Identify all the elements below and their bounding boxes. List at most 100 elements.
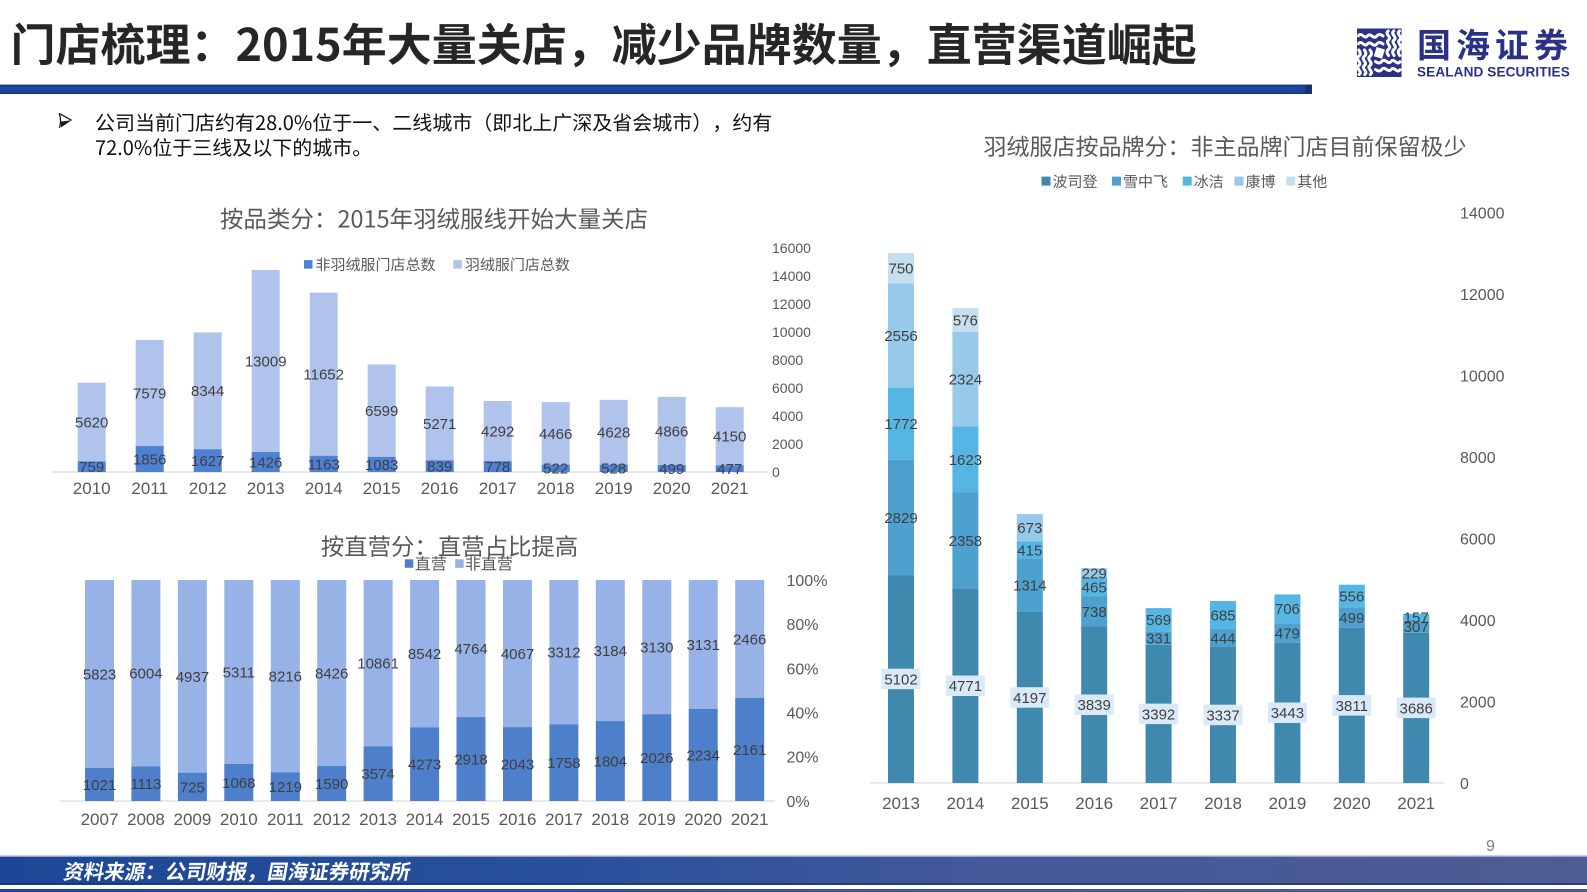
svg-text:4292: 4292: [481, 424, 514, 441]
svg-text:3811: 3811: [1336, 698, 1368, 715]
svg-text:4764: 4764: [454, 641, 487, 658]
svg-text:4000: 4000: [772, 408, 803, 424]
svg-text:2013: 2013: [882, 794, 920, 813]
svg-text:2010: 2010: [220, 810, 258, 829]
svg-text:13009: 13009: [245, 353, 287, 370]
svg-text:1314: 1314: [1013, 578, 1046, 595]
svg-text:2010: 2010: [73, 479, 111, 498]
svg-text:10000: 10000: [1460, 368, 1505, 385]
svg-text:12000: 12000: [772, 296, 811, 312]
svg-text:2014: 2014: [406, 810, 444, 829]
svg-text:331: 331: [1146, 630, 1171, 647]
svg-text:60%: 60%: [787, 661, 819, 678]
svg-text:2043: 2043: [501, 757, 534, 774]
svg-text:2829: 2829: [884, 510, 917, 527]
svg-text:157: 157: [1404, 610, 1429, 627]
svg-text:3337: 3337: [1206, 707, 1239, 724]
svg-text:2556: 2556: [884, 328, 917, 345]
svg-text:307: 307: [1404, 619, 1429, 636]
svg-text:1590: 1590: [315, 776, 348, 793]
svg-text:3312: 3312: [547, 645, 580, 662]
svg-text:738: 738: [1082, 604, 1107, 621]
svg-text:685: 685: [1210, 607, 1235, 624]
svg-text:3443: 3443: [1271, 705, 1304, 722]
svg-text:477: 477: [717, 461, 742, 478]
svg-text:778: 778: [485, 459, 510, 476]
svg-text:415: 415: [1017, 542, 1042, 559]
svg-text:750: 750: [888, 261, 913, 278]
svg-text:1856: 1856: [133, 451, 166, 468]
svg-text:8000: 8000: [772, 352, 803, 368]
svg-text:2020: 2020: [684, 810, 722, 829]
svg-text:80%: 80%: [787, 617, 819, 634]
svg-text:10000: 10000: [772, 324, 811, 340]
svg-text:759: 759: [79, 459, 104, 476]
svg-text:2000: 2000: [1460, 694, 1496, 711]
svg-text:2324: 2324: [949, 371, 982, 388]
svg-text:14000: 14000: [1460, 205, 1505, 222]
svg-text:2008: 2008: [127, 810, 165, 829]
svg-text:2026: 2026: [640, 750, 673, 767]
svg-text:1804: 1804: [594, 753, 627, 770]
svg-text:20%: 20%: [787, 750, 819, 767]
svg-text:3131: 3131: [687, 637, 720, 654]
svg-text:2015: 2015: [1011, 794, 1049, 813]
svg-text:8216: 8216: [269, 669, 302, 686]
svg-text:2013: 2013: [359, 810, 397, 829]
svg-text:4866: 4866: [655, 423, 688, 440]
svg-text:4067: 4067: [501, 646, 534, 663]
svg-text:3392: 3392: [1142, 706, 1175, 723]
svg-text:2013: 2013: [247, 479, 285, 498]
svg-text:528: 528: [601, 461, 626, 478]
svg-text:8000: 8000: [1460, 450, 1496, 467]
svg-text:499: 499: [1339, 610, 1364, 627]
svg-text:1772: 1772: [884, 416, 917, 433]
svg-text:0: 0: [1460, 776, 1469, 793]
svg-text:7579: 7579: [133, 385, 166, 402]
svg-text:444: 444: [1210, 630, 1235, 647]
svg-text:2017: 2017: [1140, 794, 1178, 813]
svg-text:569: 569: [1146, 612, 1171, 629]
svg-text:2021: 2021: [1397, 794, 1435, 813]
svg-text:0: 0: [772, 464, 780, 480]
svg-text:2011: 2011: [131, 479, 168, 498]
svg-text:2016: 2016: [499, 810, 537, 829]
svg-text:10861: 10861: [357, 656, 399, 673]
svg-text:2011: 2011: [267, 810, 304, 829]
svg-text:8426: 8426: [315, 665, 348, 682]
svg-text:229: 229: [1082, 565, 1107, 582]
svg-text:725: 725: [180, 779, 205, 796]
svg-text:4466: 4466: [539, 426, 572, 443]
svg-text:1163: 1163: [308, 456, 340, 473]
svg-text:2012: 2012: [313, 810, 351, 829]
svg-text:2020: 2020: [1333, 794, 1371, 813]
svg-text:2007: 2007: [81, 810, 119, 829]
svg-text:839: 839: [427, 459, 452, 476]
svg-text:2016: 2016: [421, 479, 459, 498]
svg-text:2018: 2018: [537, 479, 575, 498]
svg-text:6000: 6000: [1460, 531, 1496, 548]
svg-text:673: 673: [1017, 520, 1042, 537]
svg-text:4628: 4628: [597, 425, 630, 442]
svg-text:1758: 1758: [547, 755, 580, 772]
svg-text:5823: 5823: [83, 666, 116, 683]
svg-text:2021: 2021: [731, 810, 769, 829]
svg-text:2161: 2161: [733, 742, 766, 759]
svg-text:2019: 2019: [595, 479, 633, 498]
svg-text:6599: 6599: [365, 403, 398, 420]
svg-text:12000: 12000: [1460, 287, 1505, 304]
svg-text:1068: 1068: [222, 775, 255, 792]
svg-text:2021: 2021: [711, 479, 749, 498]
svg-text:2918: 2918: [454, 751, 487, 768]
svg-text:2014: 2014: [305, 479, 343, 498]
svg-text:1426: 1426: [249, 454, 282, 471]
svg-text:SEALAND SECURITIES: SEALAND SECURITIES: [1417, 64, 1570, 79]
svg-text:499: 499: [659, 461, 684, 478]
svg-text:3184: 3184: [594, 643, 627, 660]
svg-text:3574: 3574: [361, 766, 394, 783]
svg-text:9: 9: [1486, 838, 1495, 855]
svg-text:2019: 2019: [638, 810, 676, 829]
svg-text:2015: 2015: [363, 479, 401, 498]
svg-text:2015: 2015: [452, 810, 490, 829]
svg-text:4197: 4197: [1013, 690, 1046, 707]
